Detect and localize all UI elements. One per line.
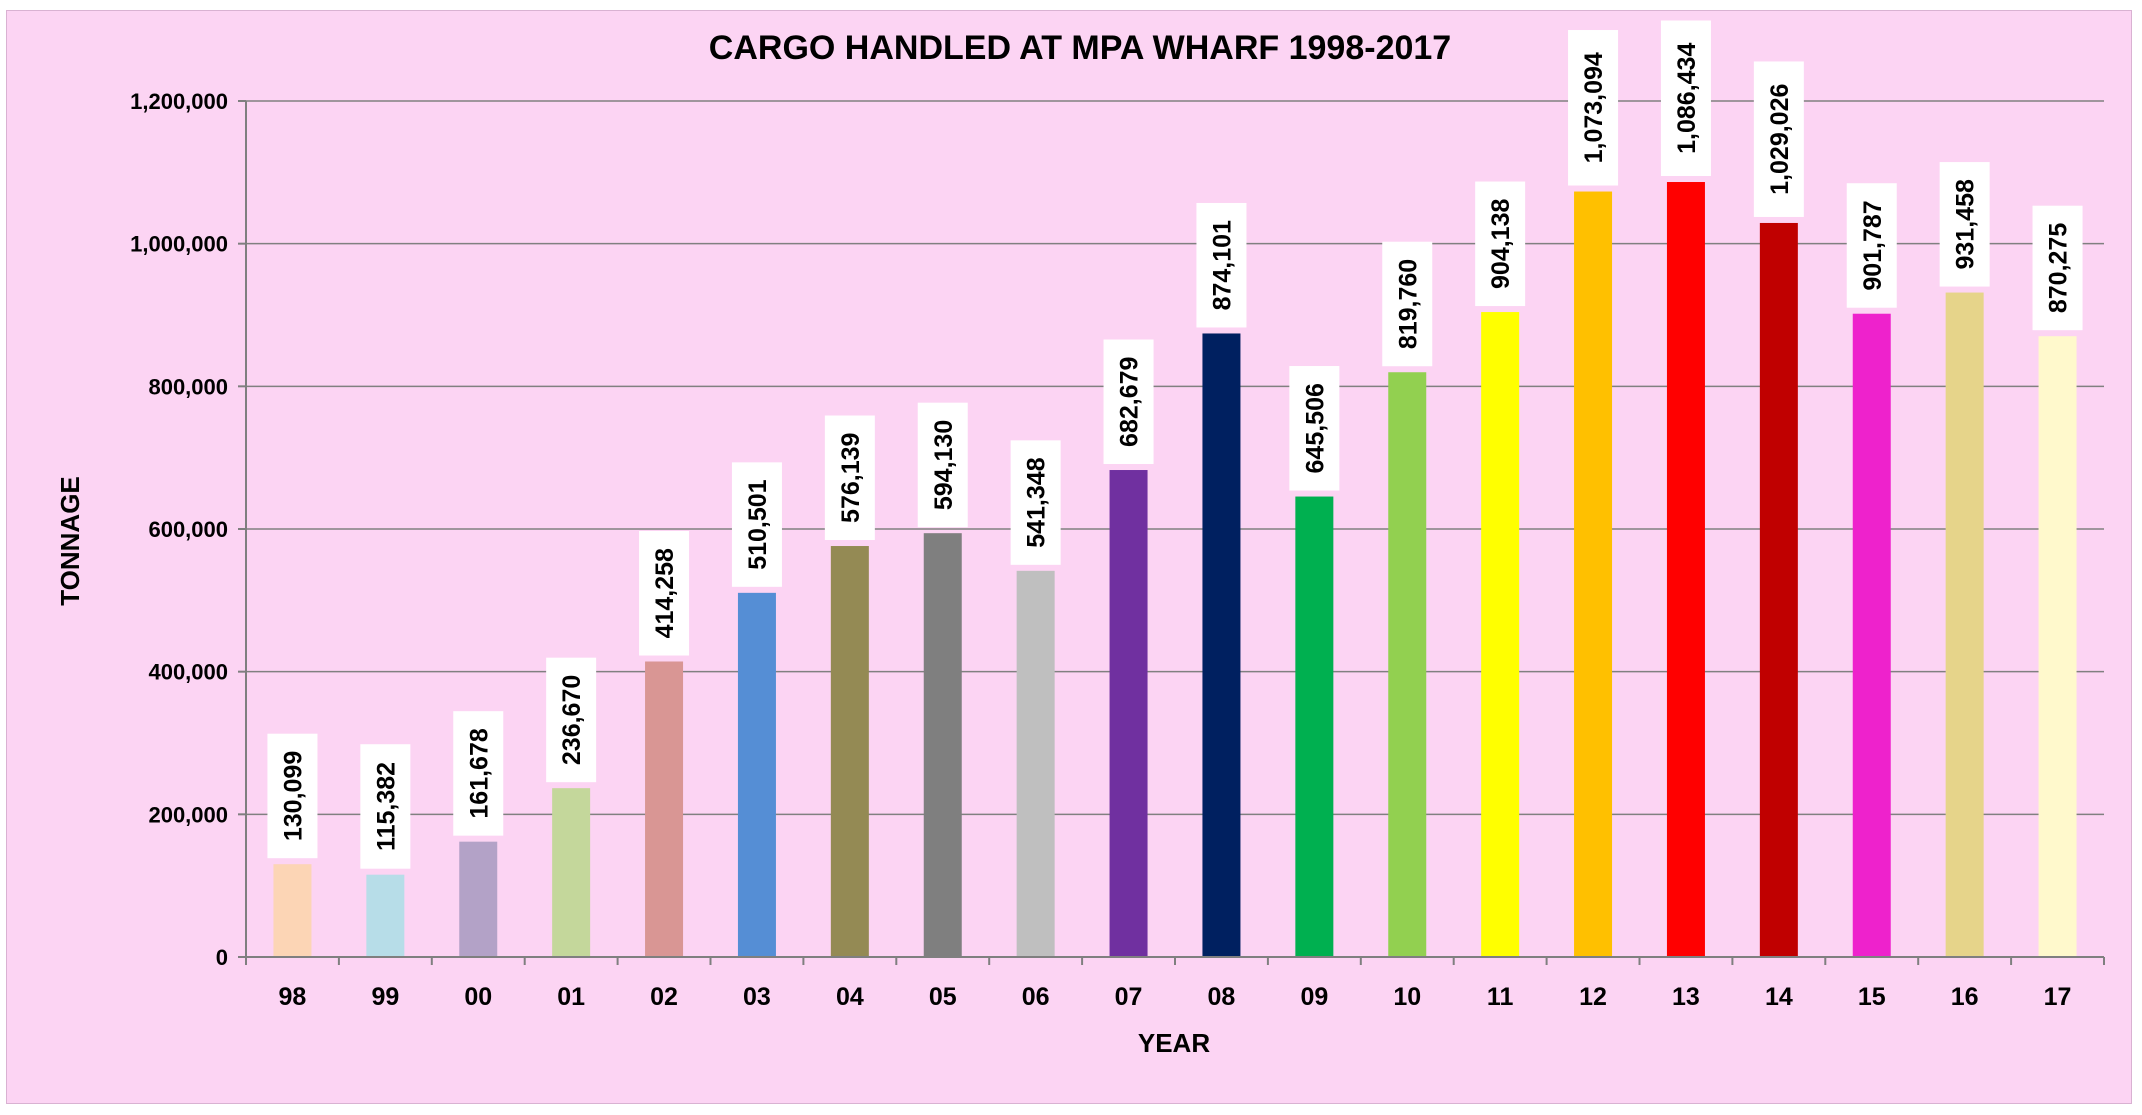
y-tick-label: 0 [216, 945, 228, 970]
x-axis-title: YEAR [1138, 1028, 1210, 1058]
y-axis-ticks: 0 200,000 400,000 600,000 800,000 1,000,000 1,… [130, 89, 246, 970]
bar-17 [2038, 336, 2077, 957]
data-label-box [1103, 339, 1154, 465]
bar-06 [1016, 570, 1055, 957]
bar-15 [1852, 313, 1891, 957]
data-label: 874,101 [1208, 220, 1236, 310]
bar-99 [366, 874, 405, 957]
y-tick-label: 1,200,000 [130, 89, 228, 114]
y-tick-label: 600,000 [148, 517, 228, 542]
data-label: 115,382 [372, 762, 400, 851]
data-label-box [546, 657, 597, 783]
chart-panel: CARGO HANDLED AT MPA WHARF 1998-2017 TON… [6, 10, 2132, 1104]
data-label: 870,275 [2045, 223, 2073, 313]
data-label-box [1196, 202, 1247, 328]
data-label: 414,258 [651, 548, 679, 638]
data-label-box [639, 530, 690, 656]
bar-07 [1109, 470, 1148, 957]
bar-14 [1759, 222, 1798, 958]
x-axis-ticks: 98 99 00 01 02 03 04 05 06 07 08 09 10 11 12 13 14 15 16 17 [245, 957, 2105, 1011]
x-tick-label: 12 [1579, 983, 1607, 1011]
data-label: 904,138 [1487, 199, 1515, 289]
data-label: 819,760 [1394, 259, 1422, 349]
bar-98 [273, 864, 312, 957]
y-tick-label: 1,000,000 [130, 232, 228, 257]
bar-chart: CARGO HANDLED AT MPA WHARF 1998-2017 TON… [55, 20, 2105, 1058]
data-label: 576,139 [837, 433, 865, 523]
data-label-box [1010, 440, 1061, 565]
data-label: 1,086,434 [1673, 43, 1701, 154]
data-label: 594,130 [930, 420, 958, 510]
bar-05 [923, 533, 962, 957]
bar-11 [1481, 312, 1520, 957]
bar-02 [645, 661, 684, 957]
bar-12 [1574, 191, 1613, 958]
data-label-box [1382, 241, 1433, 367]
data-label-box [917, 402, 968, 528]
bar-08 [1202, 333, 1241, 957]
bar-09 [1295, 496, 1334, 957]
data-label: 645,506 [1301, 383, 1329, 473]
y-tick-label: 200,000 [148, 802, 228, 827]
x-tick-label: 03 [743, 983, 771, 1011]
x-tick-label: 17 [2044, 983, 2072, 1011]
data-label: 1,073,094 [1580, 52, 1608, 163]
x-tick-label: 11 [1487, 983, 1514, 1011]
data-label-box [267, 733, 318, 859]
x-tick-label: 04 [836, 983, 864, 1011]
data-label-box [1846, 183, 1897, 308]
data-label-box [824, 415, 875, 541]
bar-10 [1388, 372, 1427, 957]
data-label: 931,458 [1952, 179, 1980, 269]
x-tick-label: 05 [929, 983, 957, 1011]
data-label-box [1475, 181, 1526, 307]
data-label: 682,679 [1116, 357, 1144, 447]
data-label-box [1660, 20, 1711, 177]
data-label-box [1939, 162, 1990, 287]
bars: 130,099 115,382 161,678 236,670 414,258 510,5… [267, 20, 2083, 958]
data-label-box [360, 744, 411, 869]
data-label: 541,348 [1023, 457, 1051, 547]
data-label-box [1568, 30, 1619, 186]
data-label: 1,029,026 [1766, 84, 1794, 195]
data-label-box [1753, 61, 1804, 217]
x-tick-label: 01 [557, 983, 585, 1011]
x-tick-label: 13 [1672, 983, 1700, 1011]
data-label: 510,501 [744, 479, 772, 569]
chart-title: CARGO HANDLED AT MPA WHARF 1998-2017 [709, 29, 1451, 67]
x-tick-label: 15 [1858, 983, 1886, 1011]
y-tick-label: 800,000 [148, 374, 228, 399]
x-tick-label: 00 [464, 983, 492, 1011]
x-tick-label: 02 [650, 983, 678, 1011]
data-label-box [453, 711, 504, 836]
data-label-box [1289, 366, 1340, 491]
y-axis-title: TONNAGE [55, 476, 85, 606]
data-label: 130,099 [279, 751, 307, 841]
bar-04 [830, 546, 869, 957]
x-tick-label: 14 [1765, 983, 1793, 1011]
bar-16 [1945, 292, 1984, 958]
x-tick-label: 08 [1208, 983, 1236, 1011]
bar-01 [552, 788, 591, 957]
bar-13 [1666, 182, 1705, 958]
data-label: 236,670 [558, 675, 586, 765]
x-tick-label: 06 [1022, 983, 1050, 1011]
bar-00 [459, 841, 498, 957]
data-label-box [731, 462, 782, 587]
x-tick-label: 98 [279, 983, 307, 1011]
y-tick-label: 400,000 [148, 660, 228, 685]
gridlines [246, 100, 2104, 816]
data-label: 161,678 [465, 728, 493, 818]
x-tick-label: 16 [1951, 983, 1979, 1011]
x-tick-label: 10 [1393, 983, 1421, 1011]
bar-03 [737, 592, 776, 957]
x-tick-label: 99 [371, 983, 399, 1011]
x-tick-label: 07 [1115, 983, 1143, 1011]
data-label-box [2032, 205, 2083, 331]
data-label: 901,787 [1859, 200, 1887, 290]
x-tick-label: 09 [1300, 983, 1328, 1011]
